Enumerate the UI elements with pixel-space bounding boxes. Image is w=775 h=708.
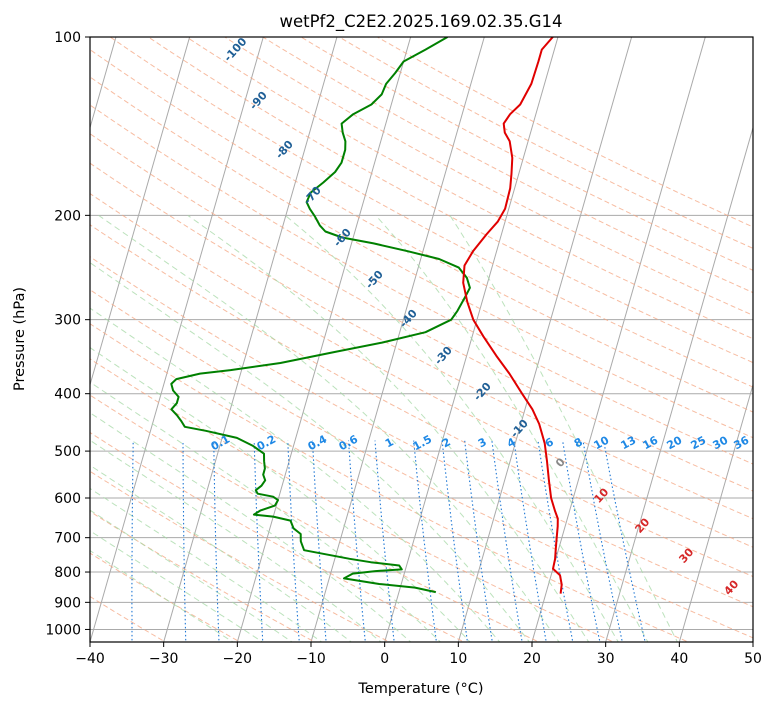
dry-adiabat-line — [90, 192, 753, 548]
moist-adiabat-line — [90, 307, 501, 642]
chart-title: wetPf2_C2E2.2025.169.02.35.G14 — [279, 12, 562, 32]
dry-adiabat-line — [90, 162, 753, 520]
plot-frame — [89, 36, 754, 643]
dry-adiabat-line — [90, 595, 167, 642]
mixing-ratio-line — [441, 440, 469, 642]
x-tick-label: 40 — [670, 651, 688, 667]
y-axis-title: Pressure (hPa) — [12, 287, 28, 391]
mixing-ratio-line — [374, 440, 395, 642]
mixing-ratio-line — [562, 440, 601, 642]
mixing-ratio-line — [513, 440, 547, 642]
mixing-ratio-line — [131, 440, 134, 642]
mixing-ratio-label: 36 — [732, 433, 752, 452]
dry-adiabat-line — [90, 510, 316, 642]
moist-adiabat-line — [98, 214, 560, 642]
temperature-profile-line — [462, 37, 563, 594]
y-tick-label: 400 — [54, 387, 81, 403]
isotherm-line — [457, 37, 633, 642]
mixing-ratio-label: 10 — [592, 433, 612, 452]
x-tick-label: 0 — [380, 651, 389, 667]
x-tick-label: −10 — [296, 651, 326, 667]
x-tick-label: 10 — [449, 651, 467, 667]
x-tick-label: 20 — [523, 651, 541, 667]
moist-adiabat-line — [90, 439, 382, 642]
moist-adiabat-line — [90, 381, 442, 642]
y-tick-label: 200 — [54, 208, 81, 224]
moist-adiabat-line — [90, 347, 471, 642]
dry-adiabat-line — [90, 76, 753, 439]
moist-adiabat-line — [90, 464, 353, 642]
y-tick-label: 900 — [54, 595, 81, 611]
dry-adiabat-line — [90, 394, 540, 642]
y-tick-label: 700 — [54, 531, 81, 547]
x-axis-title: Temperature (°C) — [357, 681, 483, 697]
mixing-ratio-label: 25 — [689, 434, 709, 453]
mixing-ratio-line — [213, 440, 220, 642]
mixing-ratio-line — [311, 440, 327, 642]
dry-adiabat-line — [90, 224, 753, 578]
dry-adiabat-line — [90, 49, 753, 413]
x-tick-label: 30 — [597, 651, 615, 667]
mixing-ratio-label: 20 — [665, 433, 685, 452]
isotherm-line — [310, 37, 485, 642]
y-tick-label: 300 — [54, 313, 81, 329]
moist-adiabat-line — [375, 214, 649, 642]
moist-adiabat-line — [187, 214, 590, 642]
mixing-ratio-line — [582, 440, 623, 642]
mixing-ratio-line — [603, 440, 646, 642]
profile-lines — [170, 37, 563, 594]
axes: −40 −30 −20 −10 0 10 20 30 40 50 100 200 300 400 500 60… — [45, 30, 762, 667]
dry-adiabat-line — [90, 289, 753, 639]
dry-adiabat-line — [90, 323, 690, 642]
mixing-ratio-label: 13 — [619, 434, 639, 453]
x-tick-label: −40 — [75, 651, 105, 667]
y-tick-label: 500 — [54, 444, 81, 460]
moist-adiabat-line — [90, 487, 323, 642]
isotherm-line — [163, 37, 338, 642]
isotherm-line — [90, 37, 264, 642]
mixing-ratio-label: 30 — [711, 433, 731, 452]
isotherm-line — [531, 37, 706, 642]
mixing-ratio-line — [413, 440, 437, 642]
isotherm-line — [605, 125, 753, 642]
mixing-ratio-label: 16 — [641, 433, 661, 452]
y-tick-label: 100 — [54, 30, 81, 46]
mixing-ratio-line — [182, 440, 187, 642]
dry-adiabat-line — [90, 104, 753, 465]
moist-adiabat-line — [284, 214, 619, 642]
mixing-ratio-line — [287, 440, 300, 642]
y-tick-label: 800 — [54, 565, 81, 581]
x-tick-label: 50 — [744, 651, 762, 667]
mixing-ratio-line — [464, 440, 493, 642]
y-tick-label: 600 — [54, 491, 81, 507]
isotherm-line — [236, 37, 412, 642]
isotherm-line — [384, 37, 559, 642]
background-lines — [90, 37, 753, 642]
isotherm-line — [678, 383, 753, 642]
mixing-ratio-line — [537, 440, 574, 642]
x-tick-label: −20 — [223, 651, 253, 667]
mixing-ratio-line — [253, 440, 264, 642]
dry-adiabat-line — [90, 256, 753, 608]
moist-adiabat-line — [449, 215, 678, 642]
mixing-ratio-line — [491, 440, 523, 642]
dewpoint-profile-line — [170, 37, 471, 594]
moist-adiabat-line — [90, 262, 531, 642]
moist-adiabat-line — [90, 412, 412, 642]
dry-adiabat-line — [90, 431, 466, 642]
x-tick-label: −30 — [149, 651, 179, 667]
isotherm-line — [90, 37, 191, 387]
dry-adiabat-line — [90, 358, 615, 642]
dry-adiabat-line — [90, 470, 391, 642]
dry-adiabat-line — [261, 37, 753, 294]
y-tick-label: 1000 — [45, 622, 81, 638]
dry-adiabat-line — [90, 133, 753, 492]
mixing-ratio-line — [347, 440, 366, 642]
